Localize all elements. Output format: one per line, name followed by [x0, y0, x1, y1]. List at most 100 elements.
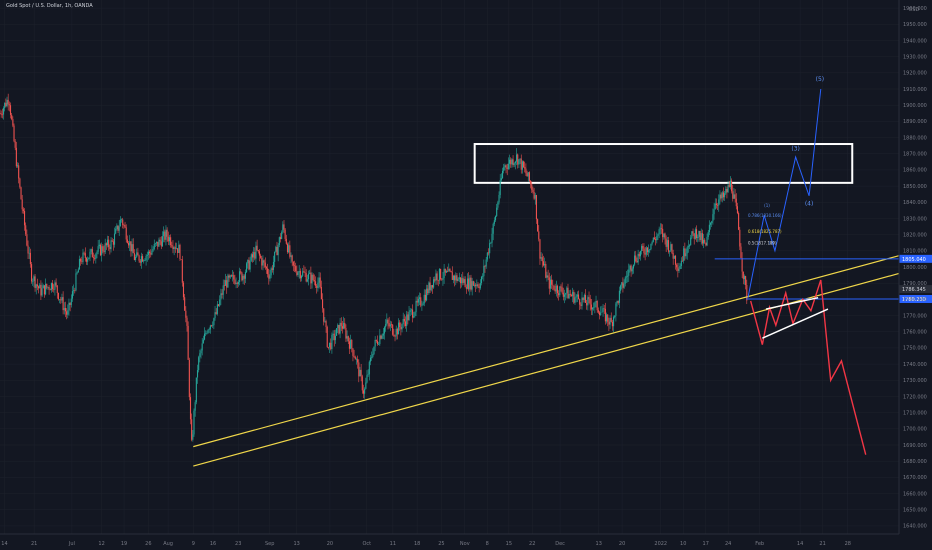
candle-body — [225, 280, 227, 286]
candle-body — [727, 184, 729, 193]
candle-body — [173, 247, 175, 250]
projections[interactable]: (3) (4) (5) — [747, 76, 867, 455]
fib-level-label: (1) — [764, 203, 770, 208]
candle-body — [36, 284, 38, 287]
fib-retracement[interactable]: (1) 0.786(1830.166) 0.618(1825.787) (2)0.5(… — [748, 203, 782, 245]
candle-body — [206, 332, 208, 334]
candle-body — [318, 277, 320, 283]
candle-body — [283, 224, 285, 230]
wedge-line[interactable] — [765, 297, 819, 310]
candle-body — [19, 178, 21, 188]
bullish-wave-projection[interactable] — [747, 88, 822, 298]
time-tick-label: 10 — [680, 541, 686, 547]
candle-body — [688, 245, 691, 247]
candle-body — [734, 194, 736, 199]
candle-body — [466, 278, 469, 289]
candle-body — [96, 251, 98, 255]
time-tick-label: 13 — [293, 541, 299, 547]
price-tick-label: 1700.000 — [903, 427, 927, 433]
candle-body — [692, 231, 694, 234]
candle-body — [549, 279, 552, 289]
candle-body — [430, 285, 432, 291]
candle-body — [157, 241, 159, 247]
resistance-zone-layer[interactable] — [473, 143, 854, 184]
candle-body — [149, 251, 151, 254]
candle-body — [378, 344, 380, 345]
candle-body — [400, 327, 402, 330]
horizontal-levels[interactable]: 1805.040 1780.230 1786.345 — [714, 254, 932, 303]
candle-body — [572, 291, 574, 297]
candle-body — [581, 297, 583, 306]
candle-body — [634, 255, 636, 265]
bearish-projection-path[interactable] — [749, 279, 867, 455]
candle-body — [184, 297, 186, 311]
candle-body — [222, 285, 224, 295]
candle-body — [297, 272, 299, 275]
candle-body — [129, 241, 131, 246]
candle-body — [712, 214, 714, 222]
candle-body — [540, 257, 542, 259]
candle-body — [623, 283, 625, 288]
candle-body — [551, 279, 553, 285]
candle-body — [546, 275, 548, 278]
candle-body — [136, 252, 138, 257]
candle-body — [681, 260, 684, 262]
wedge-line[interactable] — [762, 308, 829, 339]
candle-body — [388, 322, 390, 327]
candle-body — [646, 247, 649, 253]
candle-body — [667, 240, 670, 252]
candle-body — [672, 253, 674, 259]
price-tick-label: 1790.000 — [903, 281, 927, 287]
price-axis[interactable]: 1640.000 1650.000 1660.000 1670.000 1680.000… — [903, 6, 927, 530]
candle-body — [492, 223, 494, 234]
candle-body — [436, 273, 438, 281]
candle-body — [576, 294, 578, 297]
candle-body — [473, 284, 476, 286]
candle-body — [485, 259, 487, 267]
candle-body — [90, 249, 92, 252]
price-tick-label: 1870.000 — [903, 152, 927, 158]
price-tick-label: 1820.000 — [903, 232, 927, 238]
time-axis[interactable]: 14 21 Jul 12 19 26 Aug 9 16 23 Sep 13 20 Oct 11 18 25 Nov… — [1, 541, 851, 547]
candle-body — [291, 255, 293, 262]
candle-body — [28, 252, 30, 254]
candle-body — [380, 335, 382, 339]
candle-body — [171, 245, 173, 247]
current-price-tag — [899, 285, 932, 294]
candle-body — [119, 219, 121, 227]
candle-body — [167, 236, 169, 242]
candle-body — [105, 243, 107, 246]
candle-body — [236, 282, 238, 284]
candle-body — [381, 335, 383, 339]
time-tick-label: Dec — [555, 541, 565, 547]
candle-body — [644, 253, 646, 255]
candle-body — [159, 239, 161, 242]
candle-body — [676, 264, 678, 268]
candle-body — [399, 322, 401, 328]
candle-body — [310, 272, 312, 284]
candle-body — [642, 246, 644, 249]
channel-line-upper[interactable] — [193, 255, 900, 448]
candle-body — [657, 234, 659, 237]
candle-body — [128, 242, 130, 246]
candle-body — [371, 356, 373, 358]
candle-body — [413, 315, 415, 318]
candle-body — [187, 325, 189, 360]
candle-body — [443, 268, 445, 278]
candle-body — [497, 202, 499, 208]
candle-body — [548, 277, 550, 289]
candle-body — [414, 312, 416, 316]
candle-body — [472, 281, 474, 286]
candle-body — [516, 154, 518, 162]
candle-body — [424, 294, 426, 301]
candle-body — [313, 280, 315, 282]
candle-body — [323, 308, 325, 322]
candle-body — [434, 279, 436, 281]
resistance-zone-box[interactable] — [473, 143, 854, 184]
candle-body — [444, 268, 446, 273]
candle-body — [669, 250, 671, 252]
candle-body — [5, 102, 7, 107]
time-tick-label: Aug — [163, 541, 173, 547]
candle-body — [31, 264, 33, 282]
